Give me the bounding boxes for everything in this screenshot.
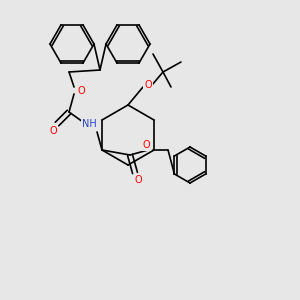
Text: O: O <box>144 80 152 90</box>
Text: O: O <box>134 175 142 185</box>
Text: O: O <box>142 140 150 150</box>
Text: O: O <box>77 86 85 96</box>
Text: O: O <box>49 126 57 136</box>
Text: NH: NH <box>82 119 96 129</box>
